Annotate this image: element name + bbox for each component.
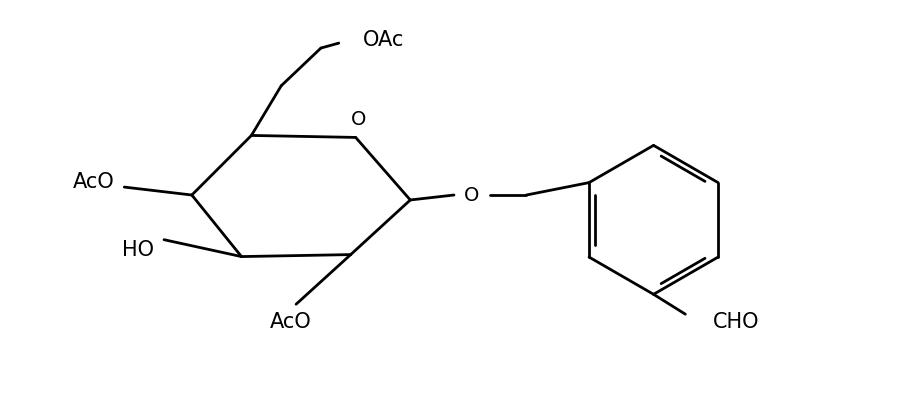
Text: O: O — [464, 186, 480, 205]
Text: OAc: OAc — [363, 30, 404, 50]
Text: O: O — [351, 110, 366, 129]
Text: AcO: AcO — [73, 172, 114, 192]
Text: HO: HO — [122, 240, 154, 260]
Text: AcO: AcO — [270, 312, 312, 332]
Text: CHO: CHO — [713, 312, 760, 332]
